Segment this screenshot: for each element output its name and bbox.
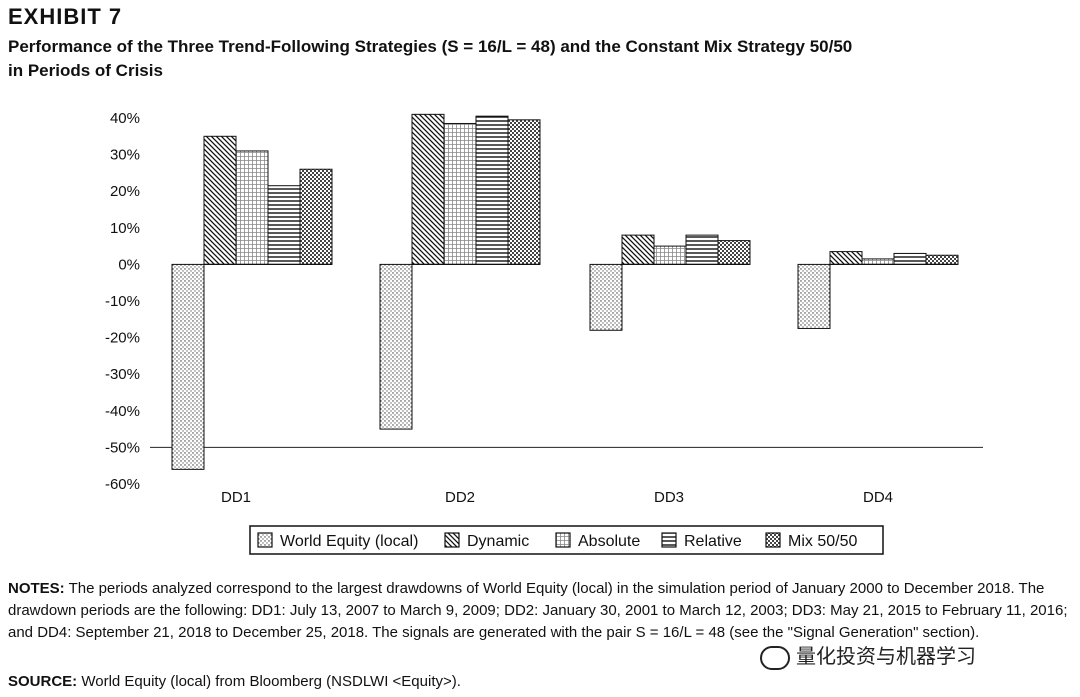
legend-label-relative: Relative (684, 533, 742, 550)
bar-dd4-relative (893, 252, 927, 265)
y-axis: 40% 30% 20% 10% 0% -10% -20% -30% -40% -50% -60% (105, 110, 140, 493)
bar-dd3-absolute (653, 245, 687, 265)
exhibit-label: EXHIBIT 7 (8, 4, 123, 29)
bar-dd2-relative (475, 115, 509, 265)
y-tick-label: -20% (105, 330, 140, 347)
y-tick-label: 20% (110, 183, 140, 200)
bar-dd1-relative (267, 185, 301, 265)
source-text: World Equity (local) from Bloomberg (NSD… (81, 673, 461, 690)
notes-text: The periods analyzed correspond to the l… (8, 580, 1068, 641)
y-tick-label: -30% (105, 366, 140, 383)
y-tick-label: -10% (105, 293, 140, 310)
bar-dd1-dynamic (203, 135, 237, 265)
bar-dd3-relative (685, 234, 719, 265)
legend: World Equity (local) Dynamic Absolute Relat… (249, 525, 884, 555)
chart-title-line-2: in Periods of Crisis (8, 61, 163, 80)
y-tick-label: 40% (110, 110, 140, 127)
wechat-icon (760, 645, 790, 670)
legend-label-mix-50-50: Mix 50/50 (788, 533, 857, 550)
legend-label-absolute: Absolute (578, 533, 640, 550)
y-tick-label: 30% (110, 147, 140, 164)
legend-swatch-mix-50-50 (765, 532, 781, 548)
legend-swatch-absolute (555, 532, 571, 548)
notes: NOTES: The periods analyzed correspond t… (8, 578, 1072, 644)
x-tick-label: DD2 (445, 489, 475, 506)
x-axis: DD1 DD2 DD3 DD4 (221, 489, 893, 506)
bar-dd1-world-equity-local (171, 263, 205, 470)
bar-dd3-dynamic (621, 234, 655, 265)
bar-dd2-world-equity-local (379, 263, 413, 430)
bar-dd4-dynamic (829, 251, 863, 265)
chart-title: Performance of the Three Trend-Following… (8, 35, 1068, 83)
chart-title-line-1: Performance of the Three Trend-Following… (8, 37, 853, 56)
bar-chart: 40% 30% 20% 10% 0% -10% -20% -30% -40% -50% -60% D… (105, 110, 983, 555)
watermark-text: 量化投资与机器学习 (796, 644, 976, 668)
bar-dd3-mix-50-50 (717, 240, 751, 265)
source-label: SOURCE: (8, 673, 78, 690)
bars (171, 113, 959, 470)
bar-dd2-absolute (443, 122, 477, 265)
bar-dd2-mix-50-50 (507, 119, 541, 265)
bar-dd3-world-equity-local (589, 263, 623, 331)
bar-dd4-absolute (861, 258, 895, 265)
legend-label-dynamic: Dynamic (467, 533, 529, 550)
x-tick-label: DD3 (654, 489, 684, 506)
x-tick-label: DD4 (863, 489, 893, 506)
source: SOURCE: World Equity (local) from Bloomb… (8, 672, 461, 692)
bar-dd1-mix-50-50 (299, 168, 333, 265)
legend-swatch-relative (661, 532, 677, 548)
bar-dd4-mix-50-50 (925, 254, 959, 265)
bar-dd1-absolute (235, 150, 269, 265)
y-tick-label: -50% (105, 439, 140, 456)
y-tick-label: 10% (110, 220, 140, 237)
y-tick-label: 0% (118, 256, 140, 273)
watermark: 量化投资与机器学习 (760, 640, 976, 670)
legend-swatch-world-equity-local (257, 532, 273, 548)
bar-dd2-dynamic (411, 113, 445, 265)
legend-label-world-equity-local: World Equity (local) (280, 533, 418, 550)
bar-dd4-world-equity-local (797, 263, 831, 329)
y-tick-label: -40% (105, 403, 140, 420)
y-tick-label: -60% (105, 476, 140, 493)
legend-swatch-dynamic (444, 532, 460, 548)
x-tick-label: DD1 (221, 489, 251, 506)
notes-label: NOTES: (8, 580, 65, 597)
